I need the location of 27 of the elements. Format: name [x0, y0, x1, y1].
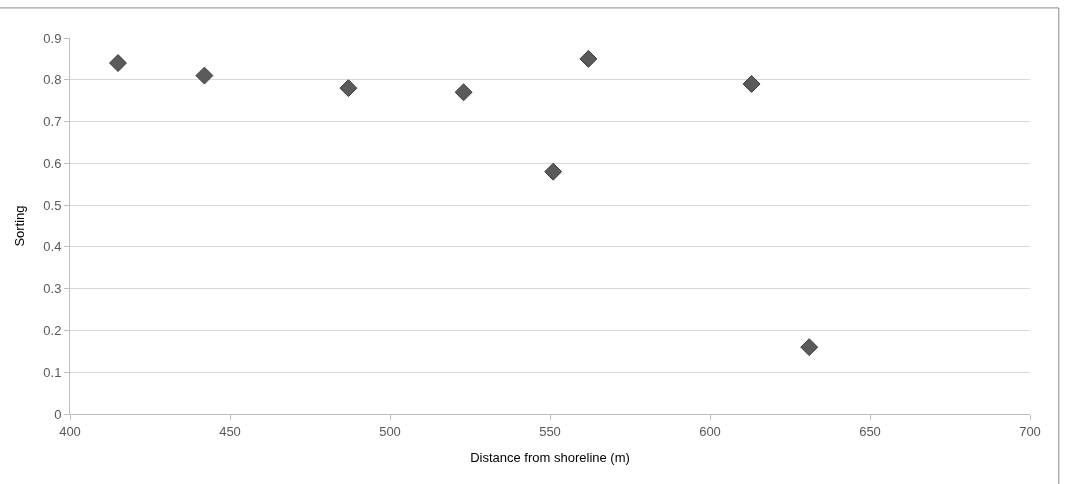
x-tick-label: 500 [379, 423, 401, 439]
point [109, 54, 127, 73]
y-axis-title: Sorting [12, 205, 28, 247]
point [742, 75, 761, 93]
x-tick-label: 650 [859, 423, 881, 439]
point [800, 338, 819, 357]
y-tick-label: 0.7 [43, 114, 62, 130]
y-tick-label: 0 [54, 406, 62, 422]
y-tick-label: 0.1 [43, 364, 62, 380]
x-tick-label: 700 [1019, 423, 1041, 439]
point [454, 83, 473, 102]
x-tick-label: 450 [219, 423, 241, 439]
y-tick-label: 0.9 [43, 30, 62, 46]
point [579, 49, 598, 68]
x-axis-title: Distance from shoreline (m) [470, 450, 630, 466]
x-tick-label: 600 [699, 423, 721, 439]
y-tick-label: 0.4 [43, 239, 62, 255]
point [544, 162, 563, 181]
x-tick-label: 400 [59, 423, 81, 439]
y-tick-label: 0.6 [43, 155, 62, 171]
point [339, 79, 358, 98]
y-tick-label: 0.3 [43, 281, 62, 297]
y-tick-label: 0.5 [43, 197, 62, 213]
point [195, 66, 214, 85]
y-tick-label: 0.2 [43, 322, 62, 338]
y-tick-label: 0.8 [43, 72, 62, 88]
x-tick-label: 550 [539, 423, 561, 439]
